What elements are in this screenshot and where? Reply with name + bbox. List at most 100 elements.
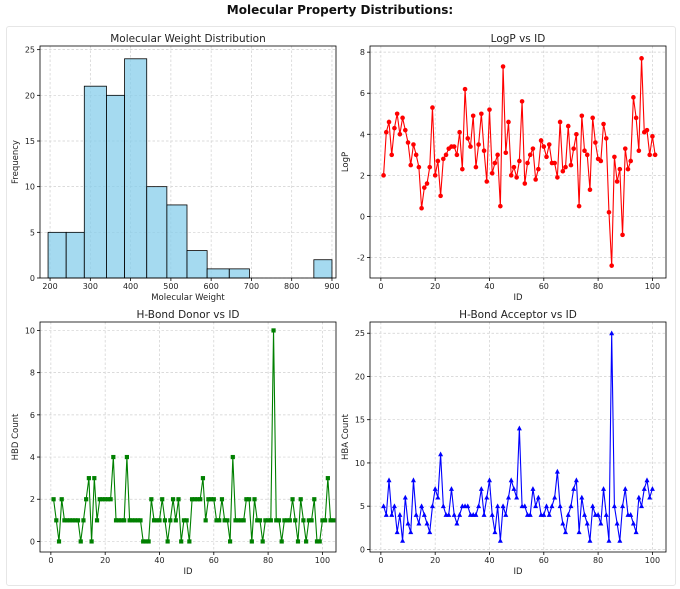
data-point bbox=[631, 95, 636, 100]
data-point bbox=[606, 537, 612, 543]
y-axis-label: HBA Count bbox=[341, 413, 351, 460]
x-tick-label: 0 bbox=[378, 282, 383, 291]
data-point bbox=[641, 486, 647, 491]
data-point bbox=[105, 497, 110, 502]
data-point bbox=[568, 503, 574, 509]
histogram-bar bbox=[228, 268, 250, 279]
data-point bbox=[650, 134, 655, 139]
data-point bbox=[287, 518, 292, 523]
data-point bbox=[200, 476, 206, 481]
data-point bbox=[217, 518, 222, 523]
data-point bbox=[617, 537, 623, 543]
data-point bbox=[465, 503, 471, 509]
data-point bbox=[432, 486, 438, 491]
data-point bbox=[554, 468, 560, 474]
data-point bbox=[622, 146, 628, 151]
data-point bbox=[230, 454, 235, 460]
data-point bbox=[116, 518, 121, 523]
data-point bbox=[304, 539, 309, 544]
data-point bbox=[67, 518, 72, 523]
data-point bbox=[506, 119, 511, 125]
data-point bbox=[549, 503, 555, 509]
x-tick-label: 900 bbox=[324, 282, 339, 291]
data-point bbox=[181, 518, 187, 523]
data-point bbox=[473, 164, 479, 170]
data-point bbox=[317, 539, 322, 544]
data-point bbox=[601, 121, 606, 127]
data-point bbox=[146, 539, 151, 544]
data-point bbox=[238, 518, 244, 523]
data-point bbox=[516, 425, 522, 431]
data-point bbox=[500, 64, 506, 69]
data-point bbox=[541, 512, 547, 517]
data-point bbox=[652, 152, 658, 158]
data-point bbox=[389, 512, 395, 517]
data-point bbox=[557, 503, 563, 509]
data-point bbox=[427, 529, 433, 535]
data-point bbox=[457, 129, 462, 135]
data-point bbox=[405, 140, 411, 145]
data-point bbox=[609, 263, 614, 268]
y-tick-label: 8 bbox=[30, 369, 35, 378]
data-point bbox=[400, 537, 406, 543]
data-point bbox=[508, 173, 514, 178]
data-point bbox=[527, 512, 533, 517]
data-point bbox=[457, 512, 463, 517]
data-point bbox=[195, 497, 200, 502]
data-point bbox=[573, 477, 579, 483]
data-point bbox=[611, 503, 617, 509]
data-point bbox=[260, 539, 265, 544]
data-point bbox=[206, 497, 211, 502]
data-point bbox=[519, 99, 525, 104]
data-point bbox=[527, 152, 533, 158]
y-tick-label: 0 bbox=[30, 537, 35, 546]
data-point bbox=[435, 158, 441, 164]
x-tick-label: 0 bbox=[378, 556, 383, 565]
data-point bbox=[628, 512, 634, 517]
y-axis-label: HBD Count bbox=[11, 413, 21, 460]
data-point bbox=[282, 518, 287, 523]
data-point bbox=[620, 503, 626, 509]
histogram-bar bbox=[47, 231, 67, 279]
data-point bbox=[157, 518, 162, 523]
data-point bbox=[601, 486, 607, 491]
data-point bbox=[489, 170, 495, 176]
data-point bbox=[489, 512, 495, 517]
x-tick-label: 100 bbox=[645, 282, 660, 291]
data-point bbox=[285, 518, 290, 523]
y-tick-label: 2 bbox=[30, 495, 35, 504]
x-tick-label: 600 bbox=[204, 282, 219, 291]
data-point bbox=[293, 518, 298, 523]
x-axis-label: ID bbox=[513, 293, 523, 303]
data-point bbox=[533, 503, 539, 509]
data-point bbox=[295, 539, 301, 544]
x-tick-label: 80 bbox=[593, 556, 603, 565]
data-point bbox=[479, 111, 484, 117]
data-point bbox=[647, 152, 653, 158]
data-point bbox=[176, 497, 181, 502]
data-point bbox=[476, 503, 482, 509]
x-tick-label: 60 bbox=[539, 556, 549, 565]
histogram-bar bbox=[106, 94, 125, 279]
x-tick-label: 20 bbox=[100, 556, 110, 565]
data-point bbox=[263, 518, 268, 523]
data-point bbox=[574, 131, 579, 137]
x-tick-label: 60 bbox=[539, 282, 549, 291]
data-point bbox=[422, 185, 427, 190]
data-point bbox=[325, 476, 330, 481]
data-point bbox=[386, 119, 392, 125]
data-point bbox=[127, 518, 132, 523]
data-point bbox=[198, 497, 203, 502]
data-point bbox=[141, 539, 146, 544]
data-point bbox=[135, 518, 140, 523]
data-point bbox=[424, 181, 430, 186]
y-tick-label: 0 bbox=[30, 274, 35, 283]
data-point bbox=[400, 115, 405, 121]
data-point bbox=[247, 497, 252, 502]
data-point bbox=[266, 518, 271, 523]
data-point bbox=[579, 113, 585, 119]
y-tick-label: 4 bbox=[360, 130, 365, 139]
histogram-bar bbox=[83, 85, 107, 279]
data-point bbox=[154, 518, 159, 523]
